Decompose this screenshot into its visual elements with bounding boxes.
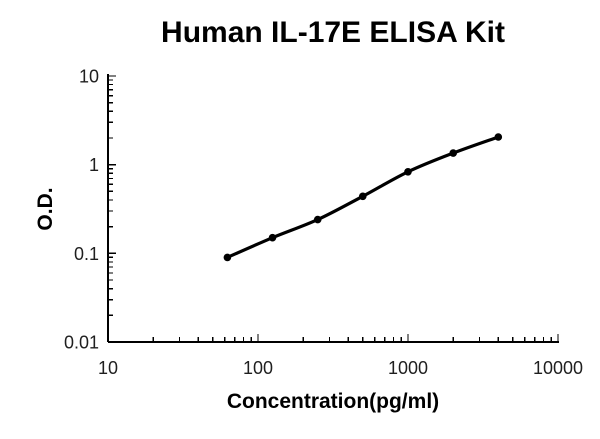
- x-tick-label: 10: [98, 358, 118, 378]
- data-point-marker: [268, 233, 277, 242]
- x-tick-label: 10000: [533, 358, 583, 378]
- x-axis-title: Concentration(pg/ml): [226, 390, 440, 413]
- chart-title: Human IL-17E ELISA Kit: [161, 16, 505, 49]
- y-tick-label: 0.1: [74, 244, 99, 264]
- y-tick-label: 10: [79, 67, 99, 87]
- y-tick-label: 0.01: [64, 333, 99, 353]
- y-tick-label: 1: [89, 155, 99, 175]
- data-point-marker: [223, 253, 232, 262]
- x-tick-label: 1000: [388, 358, 428, 378]
- data-point-marker: [313, 215, 322, 224]
- data-point-marker: [359, 192, 367, 201]
- data-point-marker: [494, 133, 503, 141]
- data-point-marker: [404, 168, 412, 176]
- data-point-marker: [449, 149, 458, 157]
- x-tick-label: 100: [243, 358, 273, 378]
